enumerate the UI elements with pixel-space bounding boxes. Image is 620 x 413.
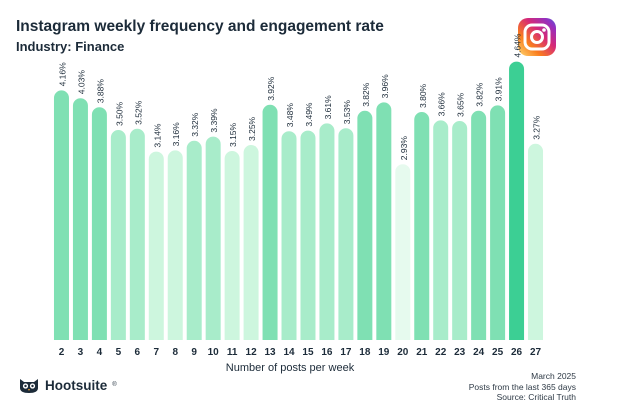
bar-20	[395, 164, 411, 340]
bar-18	[357, 110, 373, 340]
value-label-19: 3.96%	[380, 74, 390, 99]
bar-25	[490, 105, 506, 340]
value-label-25: 3.91%	[494, 77, 504, 102]
value-label-8: 3.16%	[171, 122, 181, 147]
x-tick-22: 22	[435, 347, 447, 358]
bar-2	[53, 90, 69, 340]
bar-24	[471, 110, 487, 340]
value-label-16: 3.61%	[323, 95, 333, 120]
bar-8	[167, 150, 183, 340]
x-tick-4: 4	[97, 347, 103, 358]
x-tick-16: 16	[321, 347, 333, 358]
value-label-3: 4.03%	[76, 70, 86, 95]
footer-notes: March 2025 Posts from the last 365 days …	[469, 371, 576, 403]
value-label-14: 3.48%	[285, 103, 295, 128]
bar-15	[300, 130, 316, 340]
value-label-6: 3.52%	[133, 100, 143, 125]
x-tick-11: 11	[227, 347, 238, 358]
value-label-9: 3.32%	[190, 112, 200, 137]
x-tick-19: 19	[378, 347, 390, 358]
value-label-18: 3.82%	[361, 82, 371, 107]
bar-22	[433, 120, 449, 340]
bar-12	[243, 145, 259, 340]
value-label-20: 2.93%	[399, 136, 409, 161]
x-tick-2: 2	[59, 347, 65, 358]
x-tick-20: 20	[397, 347, 409, 358]
value-label-5: 3.50%	[114, 101, 124, 126]
x-tick-8: 8	[172, 347, 178, 358]
x-tick-12: 12	[246, 347, 258, 358]
chart-title: Instagram weekly frequency and engagemen…	[16, 18, 384, 35]
bar-21	[414, 112, 430, 341]
value-label-12: 3.25%	[247, 116, 257, 141]
bar-4	[91, 107, 107, 340]
value-label-7: 3.14%	[152, 123, 162, 148]
value-label-13: 3.92%	[266, 76, 276, 101]
x-tick-5: 5	[116, 347, 122, 358]
owl-logo-icon	[20, 379, 38, 393]
bar-26	[509, 61, 525, 340]
x-tick-14: 14	[283, 347, 295, 358]
value-label-4: 3.88%	[95, 79, 105, 104]
bar-9	[186, 140, 202, 340]
x-tick-27: 27	[530, 347, 542, 358]
x-tick-17: 17	[340, 347, 352, 358]
x-tick-26: 26	[511, 347, 523, 358]
value-label-22: 3.66%	[437, 92, 447, 117]
x-tick-15: 15	[302, 347, 314, 358]
bar-11	[224, 151, 240, 340]
bar-13	[262, 104, 278, 340]
value-label-23: 3.65%	[456, 92, 466, 117]
bar-27	[528, 143, 544, 340]
bar-17	[338, 128, 354, 340]
bar-10	[205, 136, 221, 340]
data-source: Source: Critical Truth	[496, 392, 576, 402]
value-label-21: 3.80%	[418, 83, 428, 108]
brand-name: Hootsuite	[45, 377, 108, 393]
chart-subtitle: Industry: Finance	[16, 39, 125, 54]
x-tick-23: 23	[454, 347, 466, 358]
bar-7	[148, 151, 164, 340]
bar-3	[72, 98, 88, 340]
value-label-11: 3.15%	[228, 122, 238, 147]
x-tick-18: 18	[359, 347, 371, 358]
value-label-15: 3.49%	[304, 102, 314, 127]
brand-block: Hootsuite ®	[18, 376, 117, 394]
instagram-icon	[518, 18, 556, 56]
value-label-17: 3.53%	[342, 100, 352, 125]
report-date: March 2025	[531, 371, 576, 381]
bar-6	[129, 128, 145, 340]
bar-5	[110, 130, 126, 340]
x-tick-6: 6	[135, 347, 141, 358]
x-tick-13: 13	[264, 347, 276, 358]
brand-registered-mark: ®	[112, 382, 117, 388]
bar-19	[376, 102, 392, 340]
bar-23	[452, 121, 468, 340]
value-label-10: 3.39%	[209, 108, 219, 133]
x-tick-24: 24	[473, 347, 485, 358]
value-label-26: 4.64%	[513, 33, 523, 58]
value-label-27: 3.27%	[532, 115, 542, 140]
data-period: Posts from the last 365 days	[468, 381, 576, 392]
x-tick-9: 9	[191, 347, 197, 358]
x-tick-25: 25	[492, 347, 504, 358]
bar-16	[319, 123, 335, 340]
x-tick-10: 10	[208, 347, 220, 358]
value-label-24: 3.82%	[475, 82, 485, 107]
x-axis-label: Number of posts per week	[225, 362, 355, 374]
x-tick-3: 3	[78, 347, 84, 358]
bar-14	[281, 131, 297, 340]
x-tick-7: 7	[154, 347, 160, 358]
x-tick-21: 21	[416, 347, 428, 358]
value-label-2: 4.16%	[57, 62, 67, 87]
